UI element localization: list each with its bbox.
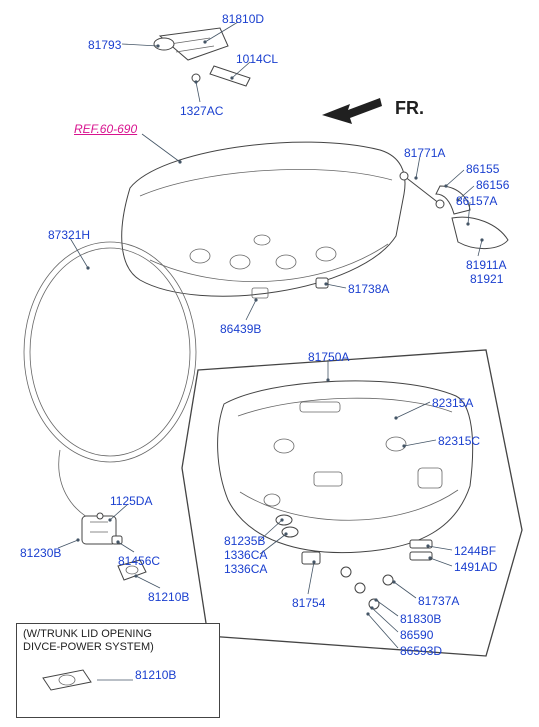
part-label-81754[interactable]: 81754 (292, 596, 325, 610)
part-label-81793[interactable]: 81793 (88, 38, 121, 52)
fr-indicator: FR. (395, 98, 424, 119)
part-label-81921[interactable]: 81921 (470, 272, 503, 286)
latch-81230B (82, 513, 122, 544)
part-label-1244BF[interactable]: 1244BF (454, 544, 496, 558)
part-label-1336CA1[interactable]: 1336CA (224, 548, 267, 562)
part-label-81810D[interactable]: 81810D (222, 12, 264, 26)
part-label-81235B[interactable]: 81235B (224, 534, 265, 548)
lead-REF (142, 134, 180, 162)
lead-81754 (308, 562, 314, 594)
part-label-1491AD[interactable]: 1491AD (454, 560, 497, 574)
part-label-87321H[interactable]: 87321H (48, 228, 90, 242)
part-label-86155[interactable]: 86155 (466, 162, 499, 176)
part-label-1336CA2[interactable]: 1336CA (224, 562, 267, 576)
part-label-1014CL[interactable]: 1014CL (236, 52, 278, 66)
lead-81737A (394, 582, 416, 598)
lead-86155 (446, 170, 464, 186)
part-label-81750A[interactable]: 81750A (308, 350, 349, 364)
part-label-86157A[interactable]: 86157A (456, 194, 497, 208)
lead-86593D (368, 614, 398, 648)
lead-81210B (136, 576, 160, 588)
fr-arrow (322, 98, 382, 124)
lead-81738A (326, 284, 346, 288)
part-label-82315A[interactable]: 82315A (432, 396, 473, 410)
part-label-81737A[interactable]: 81737A (418, 594, 459, 608)
part-label-81230B[interactable]: 81230B (20, 546, 61, 560)
part-label-86593D[interactable]: 86593D (400, 644, 442, 658)
part-label-81738A[interactable]: 81738A (348, 282, 389, 296)
lead-81830B (376, 600, 398, 616)
note-box: (W/TRUNK LID OPENING DIVCE-POWER SYSTEM)… (16, 623, 220, 718)
part-label-81771A[interactable]: 81771A (404, 146, 445, 160)
part-label-86439B[interactable]: 86439B (220, 322, 261, 336)
lead-81793 (122, 44, 158, 46)
part-label-81830B[interactable]: 81830B (400, 612, 441, 626)
part-label-81456C[interactable]: 81456C (118, 554, 160, 568)
part-label-86156[interactable]: 86156 (476, 178, 509, 192)
diagram-canvas (0, 0, 539, 727)
part-label-81911A[interactable]: 81911A (466, 258, 506, 272)
lead-86439B (246, 300, 256, 320)
part-label-1327AC[interactable]: 1327AC (180, 104, 223, 118)
lead-86590 (372, 608, 398, 632)
release-cable (59, 450, 96, 522)
part-label-1125DA[interactable]: 1125DA (110, 494, 152, 508)
note-pn[interactable]: 81210B (135, 668, 176, 682)
note-line2: DIVCE-POWER SYSTEM) (23, 641, 213, 654)
part-label-82315C[interactable]: 82315C (438, 434, 480, 448)
note-line1: (W/TRUNK LID OPENING (23, 628, 213, 641)
lifter-81771A (400, 172, 444, 208)
part-label-86590[interactable]: 86590 (400, 628, 433, 642)
trunk-lid (122, 142, 405, 298)
lead-81456C (118, 542, 134, 552)
ref-label[interactable]: REF.60-690 (74, 122, 137, 136)
lead-1491AD (430, 558, 452, 566)
lead-1327AC (196, 82, 200, 102)
part-label-81210B[interactable]: 81210B (148, 590, 189, 604)
